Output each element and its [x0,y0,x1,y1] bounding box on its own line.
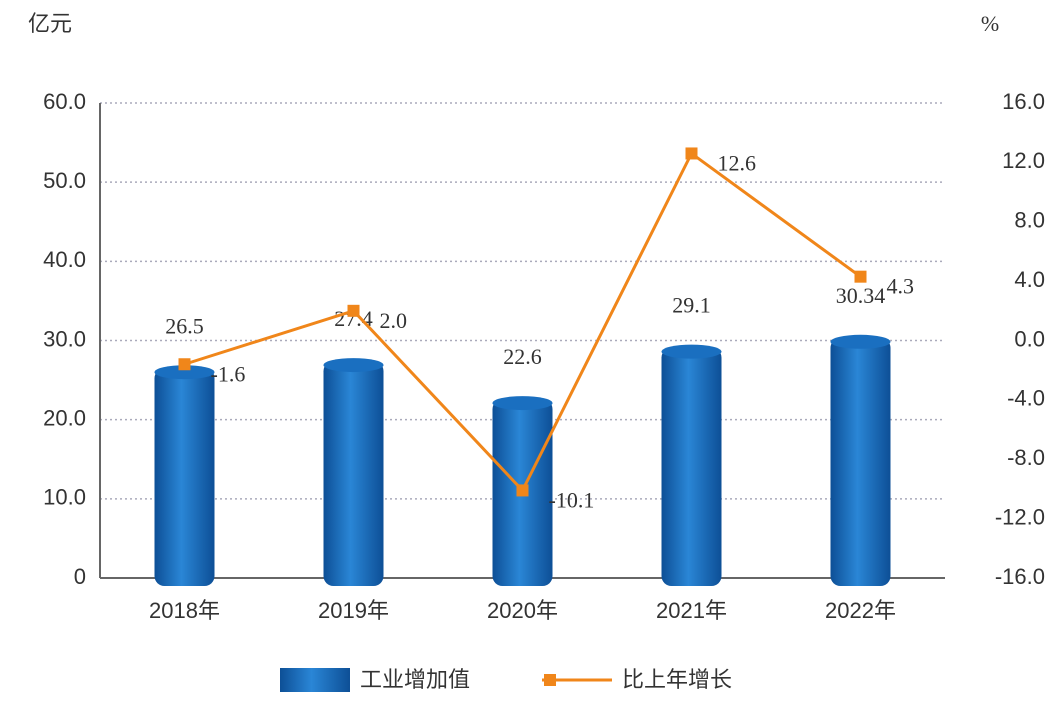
y2-tick-label: -16.0 [995,564,1045,589]
bar-top [492,396,553,411]
legend-label: 工业增加值 [360,667,470,692]
bar [154,368,215,586]
line-value-label: 12.6 [718,151,757,176]
y-axis-unit: 亿元 [28,11,72,36]
line-marker [516,484,529,497]
y-tick-label: 30.0 [43,326,86,351]
y2-tick-label: 0.0 [1014,326,1045,351]
legend-label: 比上年增长 [622,667,732,692]
bar-value-label: 29.1 [672,293,711,318]
y2-tick-label: 4.0 [1014,267,1045,292]
line-marker [854,270,867,283]
legend-swatch [280,668,350,692]
y2-axis-unit: % [981,11,999,36]
y-tick-label: 0 [74,564,86,589]
y-tick-label: 50.0 [43,168,86,193]
line-marker [347,304,360,317]
y2-tick-label: -4.0 [1007,386,1045,411]
bar [661,347,722,586]
line-value-label: 4.3 [887,274,915,299]
legend-marker [544,674,556,686]
line-marker [685,147,698,160]
line-value-label: 2.0 [380,308,408,333]
bar [830,337,891,586]
bar-value-label: 22.6 [503,344,542,369]
y-tick-label: 40.0 [43,247,86,272]
y2-tick-label: 8.0 [1014,208,1045,233]
x-tick-label: 2022年 [825,598,896,623]
x-tick-label: 2019年 [318,598,389,623]
x-tick-label: 2021年 [656,598,727,623]
bar-top [661,344,722,359]
line-marker [178,358,191,371]
line-value-label: -10.1 [549,487,595,512]
bar-top [830,334,891,349]
bar-value-label: 30.34 [836,283,886,308]
bar-value-label: 26.5 [165,313,204,338]
x-tick-label: 2018年 [149,598,220,623]
y2-tick-label: -8.0 [1007,445,1045,470]
y-tick-label: 60.0 [43,89,86,114]
bar-top [323,358,384,373]
bar-top [154,365,215,380]
y2-tick-label: -12.0 [995,504,1045,529]
line-value-label: -1.6 [211,361,246,386]
x-tick-label: 2020年 [487,598,558,623]
y-tick-label: 20.0 [43,405,86,430]
y2-tick-label: 12.0 [1002,148,1045,173]
y2-tick-label: 16.0 [1002,89,1045,114]
bar [323,361,384,586]
y-tick-label: 10.0 [43,485,86,510]
